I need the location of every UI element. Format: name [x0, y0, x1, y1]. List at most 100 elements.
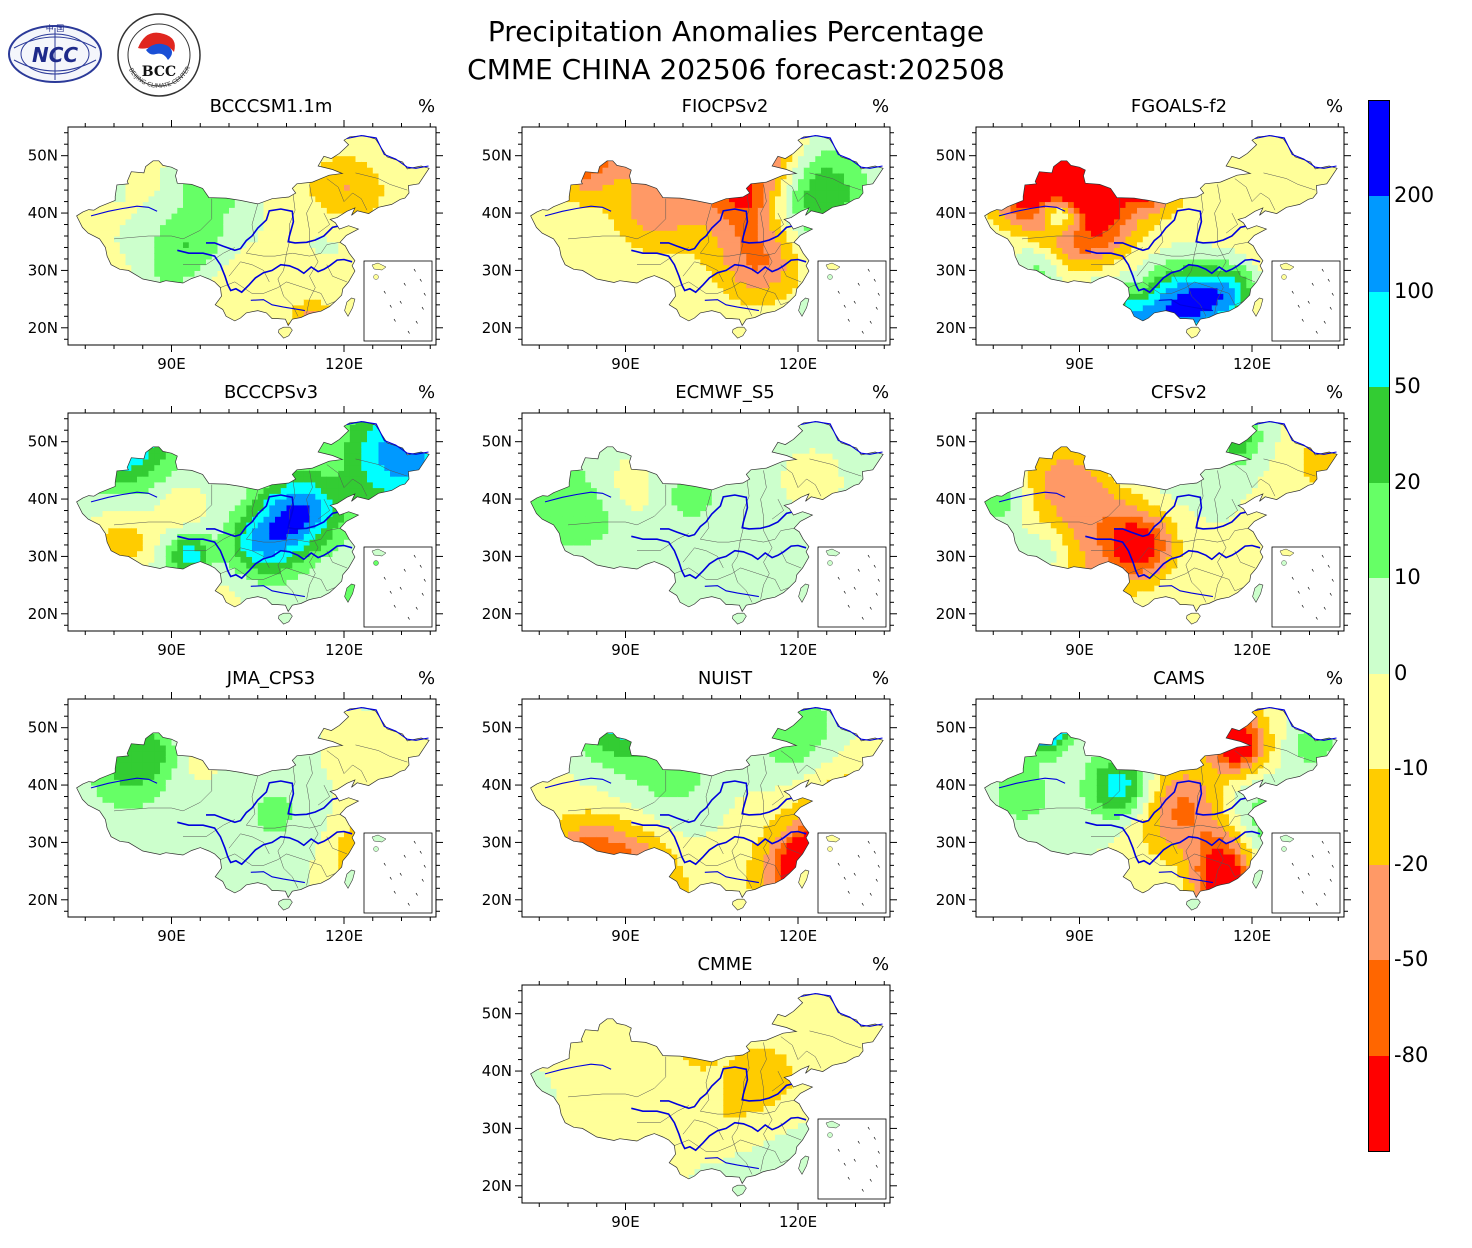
colorbar-segment	[1369, 960, 1389, 1056]
lat-tick-label: 50N	[482, 433, 512, 451]
colorbar-label: -20	[1394, 852, 1428, 876]
china-border	[530, 707, 884, 899]
panel-title: CFSv2	[994, 383, 1364, 403]
precip-map: 20N 30N 40N 50N 90E 120E	[482, 406, 897, 655]
china-border	[76, 707, 430, 899]
lon-tick-label: 90E	[157, 927, 186, 941]
panel-unit: %	[872, 383, 889, 403]
colorbar-label: -80	[1394, 1043, 1428, 1067]
lon-tick-label: 120E	[779, 641, 817, 655]
panel-unit: %	[1326, 97, 1343, 117]
hainan-island	[278, 612, 293, 625]
lat-tick-label: 40N	[936, 204, 966, 222]
river-line	[544, 205, 612, 217]
river-line	[631, 821, 807, 866]
south-china-sea-inset	[817, 546, 887, 628]
colorbar-segment	[1369, 769, 1389, 865]
hainan-island	[732, 898, 747, 911]
svg-text:BCC: BCC	[142, 64, 176, 80]
river-line	[1158, 299, 1213, 312]
panel-unit: %	[418, 383, 435, 403]
panel-title: FGOALS-f2	[994, 97, 1364, 117]
colorbar	[1368, 100, 1390, 1152]
river-line	[250, 299, 305, 312]
river-line	[1158, 871, 1213, 884]
lon-tick-label: 120E	[779, 927, 817, 941]
lon-tick-label: 90E	[1065, 641, 1094, 655]
lat-tick-label: 50N	[936, 719, 966, 737]
river-line	[1085, 535, 1261, 580]
figure-title: Precipitation Anomalies Percentage	[0, 15, 1472, 49]
river-line	[704, 871, 759, 884]
river-line	[250, 585, 305, 598]
panel-title: JMA_CPS3	[86, 669, 456, 689]
panel-unit: %	[872, 669, 889, 689]
lat-tick-label: 20N	[28, 605, 58, 623]
lat-tick-label: 50N	[936, 433, 966, 451]
river-line	[704, 299, 759, 312]
lat-tick-label: 30N	[28, 261, 58, 279]
river-line	[800, 421, 883, 455]
china-border	[76, 421, 430, 613]
lon-tick-label: 90E	[611, 641, 640, 655]
hainan-island	[1186, 898, 1201, 911]
lat-tick-label: 40N	[28, 490, 58, 508]
lat-tick-label: 50N	[28, 147, 58, 165]
lon-tick-label: 120E	[779, 355, 817, 369]
river-line	[660, 780, 792, 824]
lat-tick-label: 50N	[482, 719, 512, 737]
precip-map: 20N 30N 40N 50N 90E 120E	[28, 406, 443, 655]
river-line	[1085, 821, 1261, 866]
river-line	[250, 871, 305, 884]
map-panel-cams: CAMS % 20N 30N 40N 50N 90E 120E	[926, 669, 1351, 941]
river-line	[631, 249, 807, 294]
lat-tick-label: 40N	[482, 776, 512, 794]
lat-tick-label: 20N	[936, 605, 966, 623]
colorbar-segment	[1369, 101, 1389, 197]
china-border	[530, 993, 884, 1185]
river-line	[90, 777, 158, 789]
lat-tick-label: 30N	[482, 547, 512, 565]
river-line	[800, 993, 883, 1027]
precip-map: 20N 30N 40N 50N 90E 120E	[936, 406, 1351, 655]
hainan-island	[278, 326, 293, 339]
lat-tick-label: 20N	[482, 891, 512, 909]
river-line	[346, 135, 429, 169]
hainan-island	[278, 898, 293, 911]
colorbar-label: 50	[1394, 374, 1421, 398]
precip-map: 20N 30N 40N 50N 90E 120E	[482, 978, 897, 1227]
lat-tick-label: 50N	[482, 147, 512, 165]
panel-unit: %	[1326, 383, 1343, 403]
lon-tick-label: 120E	[1233, 641, 1271, 655]
river-line	[90, 205, 158, 217]
map-panel-fgoals: FGOALS-f2 % 20N 30N 40N 50N 90E 120E	[926, 97, 1351, 369]
taiwan-island	[344, 869, 356, 889]
map-panel-nuist: NUIST % 20N 30N 40N 50N 90E 120E	[472, 669, 897, 941]
lat-tick-label: 40N	[28, 204, 58, 222]
taiwan-island	[798, 869, 810, 889]
precip-map: 20N 30N 40N 50N 90E 120E	[936, 120, 1351, 369]
colorbar-segment	[1369, 482, 1389, 579]
river-line	[544, 1063, 612, 1075]
lon-tick-label: 90E	[611, 1213, 640, 1227]
colorbar-segment	[1369, 864, 1389, 961]
precip-map: 20N 30N 40N 50N 90E 120E	[482, 120, 897, 369]
panel-title: NUIST	[540, 669, 910, 689]
river-line	[177, 249, 353, 294]
colorbar-segment	[1369, 578, 1389, 674]
river-line	[660, 1066, 792, 1110]
taiwan-island	[1252, 297, 1264, 317]
panel-unit: %	[872, 97, 889, 117]
river-line	[660, 208, 792, 252]
lat-tick-label: 30N	[28, 547, 58, 565]
south-china-sea-inset	[817, 260, 887, 342]
taiwan-island	[798, 297, 810, 317]
south-china-sea-inset	[1271, 546, 1341, 628]
lat-tick-label: 20N	[936, 891, 966, 909]
panel-title: CAMS	[994, 669, 1364, 689]
lon-tick-label: 120E	[325, 927, 363, 941]
river-line	[177, 535, 353, 580]
river-line	[631, 1107, 807, 1152]
river-line	[998, 491, 1066, 503]
taiwan-island	[344, 297, 356, 317]
